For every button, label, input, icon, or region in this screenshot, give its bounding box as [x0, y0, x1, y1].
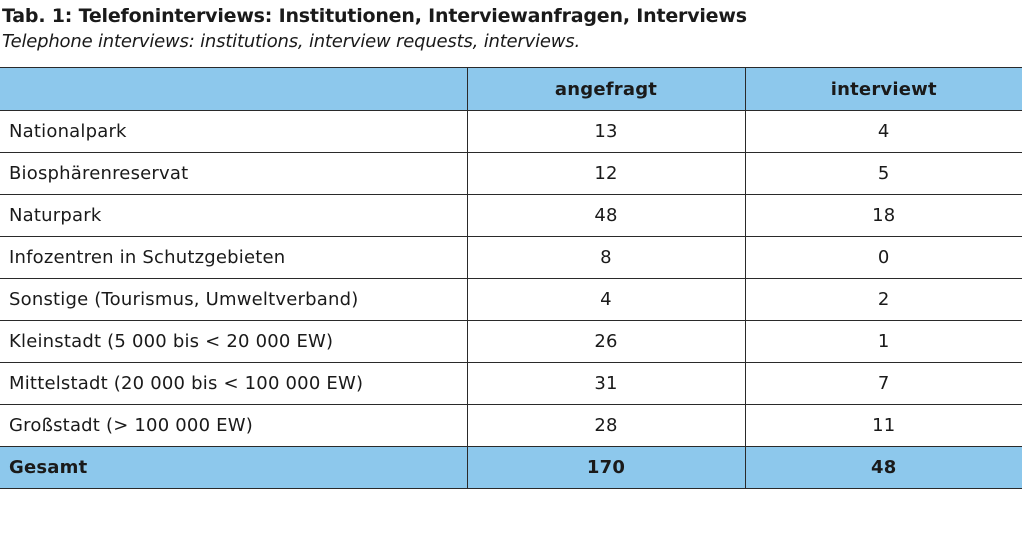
cell-interviewt: 0: [744, 236, 1022, 279]
cell-interviewt: 5: [744, 152, 1022, 195]
row-label: Naturpark: [0, 194, 468, 237]
total-angefragt: 170: [466, 446, 746, 489]
table-row: Naturpark 48 18: [0, 194, 1022, 237]
header-cell-angefragt: angefragt: [466, 67, 746, 111]
total-interviewt: 48: [744, 446, 1022, 489]
row-label: Kleinstadt (5 000 bis < 20 000 EW): [0, 320, 468, 363]
cell-interviewt: 18: [744, 194, 1022, 237]
row-label: Nationalpark: [0, 110, 468, 153]
row-label: Sonstige (Tourismus, Umweltverband): [0, 278, 468, 321]
table-row: Sonstige (Tourismus, Umweltverband) 4 2: [0, 278, 1022, 321]
row-label: Mittelstadt (20 000 bis < 100 000 EW): [0, 362, 468, 405]
table-total-row: Gesamt 170 48: [0, 446, 1022, 489]
cell-interviewt: 2: [744, 278, 1022, 321]
cell-angefragt: 13: [466, 110, 746, 153]
table-row: Biosphärenreservat 12 5: [0, 152, 1022, 195]
total-label: Gesamt: [0, 446, 468, 489]
cell-angefragt: 48: [466, 194, 746, 237]
table-title: Tab. 1: Telefoninterviews: Institutionen…: [2, 5, 747, 27]
header-cell-interviewt: interviewt: [744, 67, 1022, 111]
row-label: Großstadt (> 100 000 EW): [0, 404, 468, 447]
header-cell-category: [0, 67, 468, 111]
cell-angefragt: 31: [466, 362, 746, 405]
table-subtitle: Telephone interviews: institutions, inte…: [2, 31, 580, 52]
table-row: Nationalpark 13 4: [0, 110, 1022, 153]
cell-angefragt: 26: [466, 320, 746, 363]
cell-interviewt: 4: [744, 110, 1022, 153]
cell-interviewt: 1: [744, 320, 1022, 363]
table-header-row: angefragt interviewt: [0, 67, 1022, 111]
cell-angefragt: 8: [466, 236, 746, 279]
interviews-table: angefragt interviewt Nationalpark 13 4 B…: [0, 67, 1022, 489]
row-label: Infozentren in Schutzgebieten: [0, 236, 468, 279]
table-caption: Tab. 1: Telefoninterviews: Institutionen…: [2, 3, 1022, 55]
table-row: Kleinstadt (5 000 bis < 20 000 EW) 26 1: [0, 320, 1022, 363]
cell-angefragt: 4: [466, 278, 746, 321]
table-row: Mittelstadt (20 000 bis < 100 000 EW) 31…: [0, 362, 1022, 405]
cell-angefragt: 12: [466, 152, 746, 195]
table-row: Großstadt (> 100 000 EW) 28 11: [0, 404, 1022, 447]
cell-interviewt: 7: [744, 362, 1022, 405]
cell-angefragt: 28: [466, 404, 746, 447]
cell-interviewt: 11: [744, 404, 1022, 447]
row-label: Biosphärenreservat: [0, 152, 468, 195]
table-row: Infozentren in Schutzgebieten 8 0: [0, 236, 1022, 279]
